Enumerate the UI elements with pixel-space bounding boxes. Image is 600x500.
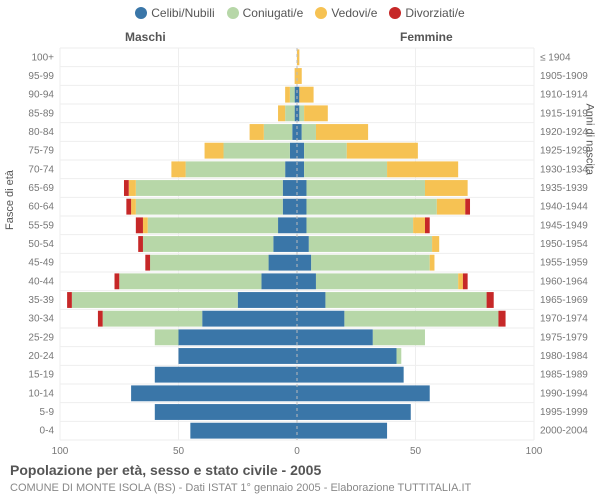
legend-label: Vedovi/e: [331, 6, 377, 20]
age-band-label: 25-29: [28, 332, 54, 343]
legend-item: Divorziati/e: [389, 6, 464, 20]
age-band-label: 90-94: [28, 90, 54, 101]
chart-title: Popolazione per età, sesso e stato civil…: [10, 462, 321, 478]
age-band-label: 20-24: [28, 351, 54, 362]
birth-year-label: 1985-1989: [540, 370, 588, 381]
y-axis-left-title: Fasce di età: [4, 170, 16, 230]
birth-year-label: 1980-1984: [540, 351, 588, 362]
legend-item: Coniugati/e: [227, 6, 304, 20]
legend-label: Divorziati/e: [405, 6, 464, 20]
pyramid-svg: 0-4 2000-2004 5-9 1995-1999 10-14 1990-1994 15…: [0, 0, 600, 500]
birth-year-label: 1930-1934: [540, 164, 588, 175]
birth-year-label: 1955-1959: [540, 258, 588, 269]
birth-year-label: 1970-1974: [540, 314, 588, 325]
age-band-label: 40-44: [28, 276, 54, 287]
age-band-label: 30-34: [28, 314, 54, 325]
column-header-female: Femmine: [400, 30, 453, 44]
legend-item: Celibi/Nubili: [135, 6, 214, 20]
legend-item: Vedovi/e: [315, 6, 377, 20]
column-header-male: Maschi: [125, 30, 166, 44]
x-tick-label: 0: [294, 446, 300, 457]
birth-year-label: 1950-1954: [540, 239, 588, 250]
age-band-label: 55-59: [28, 220, 54, 231]
birth-year-label: 1995-1999: [540, 407, 588, 418]
age-band-label: 0-4: [40, 426, 55, 437]
age-band-label: 65-69: [28, 183, 54, 194]
legend-swatch: [135, 7, 147, 19]
legend-swatch: [315, 7, 327, 19]
legend-label: Coniugati/e: [243, 6, 304, 20]
age-band-label: 35-39: [28, 295, 54, 306]
legend-label: Celibi/Nubili: [151, 6, 214, 20]
chart-subtitle: COMUNE DI MONTE ISOLA (BS) - Dati ISTAT …: [10, 482, 471, 494]
y-axis-right-title: Anni di nascita: [584, 103, 596, 175]
birth-year-label: 1945-1949: [540, 220, 588, 231]
birth-year-label: 1990-1994: [540, 388, 588, 399]
birth-year-label: 1940-1944: [540, 202, 588, 213]
birth-year-label: 1920-1924: [540, 127, 588, 138]
legend: Celibi/Nubili Coniugati/e Vedovi/e Divorzia…: [0, 6, 600, 22]
age-band-label: 10-14: [28, 388, 54, 399]
birth-year-label: ≤ 1904: [540, 52, 571, 63]
age-band-label: 70-74: [28, 164, 54, 175]
birth-year-label: 1975-1979: [540, 332, 588, 343]
age-band-label: 5-9: [40, 407, 55, 418]
age-band-label: 50-54: [28, 239, 54, 250]
age-band-label: 15-19: [28, 370, 54, 381]
age-band-label: 85-89: [28, 108, 54, 119]
age-band-label: 100+: [31, 52, 54, 63]
birth-year-label: 1935-1939: [540, 183, 588, 194]
birth-year-label: 1910-1914: [540, 90, 588, 101]
birth-year-label: 1905-1909: [540, 71, 588, 82]
birth-year-label: 1960-1964: [540, 276, 588, 287]
legend-swatch: [389, 7, 401, 19]
age-band-label: 45-49: [28, 258, 54, 269]
birth-year-label: 1915-1919: [540, 108, 588, 119]
age-band-label: 80-84: [28, 127, 54, 138]
chart-container: Celibi/Nubili Coniugati/e Vedovi/e Divorzia…: [0, 0, 600, 500]
birth-year-label: 1925-1929: [540, 146, 588, 157]
birth-year-label: 1965-1969: [540, 295, 588, 306]
x-tick-label: 50: [410, 446, 422, 457]
birth-year-label: 2000-2004: [540, 426, 588, 437]
legend-swatch: [227, 7, 239, 19]
age-band-label: 95-99: [28, 71, 54, 82]
x-tick-label: 100: [526, 446, 543, 457]
x-tick-label: 100: [52, 446, 69, 457]
age-band-label: 60-64: [28, 202, 54, 213]
x-tick-label: 50: [173, 446, 185, 457]
age-band-label: 75-79: [28, 146, 54, 157]
